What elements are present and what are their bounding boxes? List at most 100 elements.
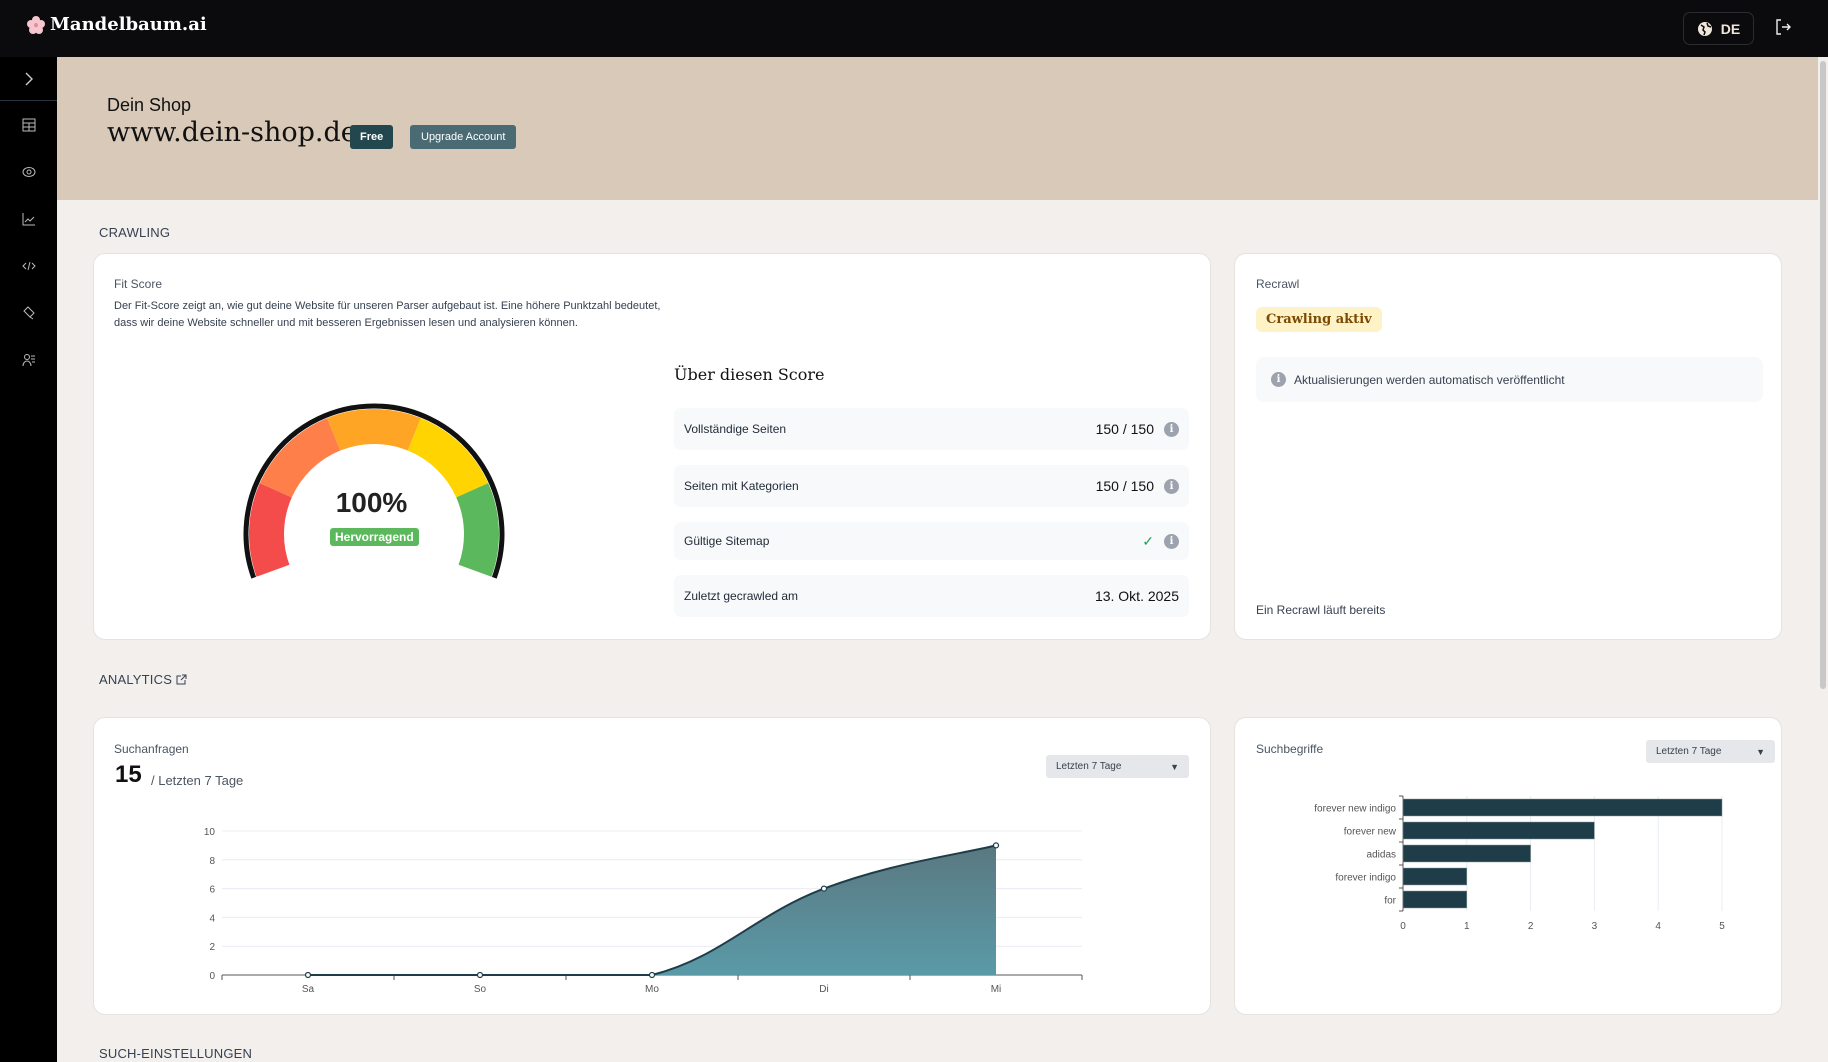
sidebar-item-preview[interactable]: [0, 148, 57, 195]
blossom-icon: [27, 15, 45, 34]
eye-icon: [22, 166, 35, 177]
x-tick-label: Mi: [991, 984, 1002, 995]
sidebar: [0, 57, 57, 1062]
queries-period-dropdown[interactable]: Letzten 7 Tage ▼: [1046, 755, 1189, 778]
external-link-icon: [176, 674, 187, 685]
shop-url: www.dein-shop.de: [107, 117, 357, 148]
code-icon: [21, 261, 36, 270]
recrawl-label: Recrawl: [1256, 277, 1300, 291]
auto-publish-notice: i Aktualisierungen werden automatisch ver…: [1256, 357, 1763, 402]
gauge-progress-arc: [243, 403, 505, 579]
y-tick-label: 4: [209, 913, 215, 924]
row-label: Gültige Sitemap: [684, 534, 770, 548]
fit-score-value: 100%: [335, 487, 408, 518]
row-value: 150 / 150: [1095, 421, 1154, 437]
data-point: [992, 842, 1000, 849]
caret-down-icon: ▼: [1170, 761, 1179, 772]
score-row: Seiten mit Kategorien 150 / 150 i: [674, 465, 1189, 507]
gauge-segment: [327, 409, 421, 451]
section-search-settings: SUCH-EINSTELLUNGEN: [99, 1046, 252, 1061]
shop-label: Dein Shop: [107, 95, 192, 115]
area-fill: [308, 845, 996, 975]
y-tick-label: 8: [209, 856, 215, 867]
brush-icon: [22, 305, 35, 319]
y-tick-label: 0: [209, 971, 215, 982]
x-tick-label: 5: [1719, 921, 1725, 932]
dropdown-value: Letzten 7 Tage: [1056, 761, 1122, 772]
gauge-segment: [407, 418, 489, 498]
info-icon[interactable]: i: [1164, 421, 1179, 437]
queries-label: Suchanfragen: [114, 742, 189, 756]
language-switcher[interactable]: DE: [1683, 12, 1754, 45]
x-tick-label: 2: [1528, 921, 1534, 932]
y-tick-label: 6: [209, 885, 215, 896]
logout-icon: [1776, 19, 1791, 35]
x-tick-label: Sa: [302, 984, 315, 995]
info-icon[interactable]: i: [1164, 478, 1179, 494]
app-name: Mandelbaum.ai: [50, 14, 207, 35]
terms-period-dropdown[interactable]: Letzten 7 Tage ▼: [1646, 740, 1775, 763]
caret-down-icon: ▼: [1756, 746, 1765, 757]
info-icon[interactable]: i: [1164, 533, 1179, 549]
plan-badge: Free: [350, 125, 394, 149]
shop-header: Dein Shop www.dein-shop.de Free Upgrade …: [57, 57, 1818, 200]
fit-score-label: Fit Score: [114, 277, 163, 291]
section-title: CRAWLING: [99, 225, 171, 240]
x-tick-label: So: [474, 984, 487, 995]
search-queries-card: Suchanfragen 15 / Letzten 7 Tage Letzten…: [93, 717, 1211, 1015]
recrawl-status-text: Ein Recrawl läuft bereits: [1256, 603, 1386, 617]
y-tick-label: forever new: [1344, 827, 1397, 838]
scrollbar-thumb[interactable]: [1820, 61, 1826, 689]
x-tick-label: Di: [819, 984, 828, 995]
y-tick-label: 10: [204, 827, 216, 838]
y-tick-label: forever indigo: [1335, 873, 1396, 884]
top-bar: Mandelbaum.ai DE: [0, 0, 1828, 57]
sidebar-item-design[interactable]: [0, 289, 57, 336]
sidebar-item-code[interactable]: [0, 242, 57, 289]
fit-score-rating: Hervorragend: [330, 528, 419, 546]
x-tick-label: 3: [1592, 921, 1598, 932]
queries-total: 15: [115, 761, 142, 788]
row-value: 150 / 150: [1095, 478, 1154, 494]
row-label: Vollständige Seiten: [684, 422, 787, 436]
sidebar-item-dashboard[interactable]: [0, 101, 57, 148]
logout-button[interactable]: [1774, 18, 1792, 41]
y-tick-label: adidas: [1367, 850, 1396, 861]
sidebar-toggle[interactable]: [0, 57, 57, 101]
upgrade-account-button[interactable]: Upgrade Account: [410, 125, 517, 149]
score-row: Zuletzt gecrawled am 13. Okt. 2025: [674, 575, 1189, 617]
sidebar-item-users[interactable]: [0, 336, 57, 383]
bar: [1402, 844, 1531, 863]
scrollbar[interactable]: [1818, 57, 1828, 1062]
score-row: Vollständige Seiten 150 / 150 i: [674, 408, 1189, 450]
gauge-segment: [456, 483, 500, 577]
data-point: [476, 971, 484, 979]
sidebar-item-analytics[interactable]: [0, 195, 57, 242]
row-label: Zuletzt gecrawled am: [684, 589, 799, 603]
logo[interactable]: Mandelbaum.ai: [26, 14, 207, 35]
gauge-segment: [249, 483, 292, 577]
dropdown-value: Letzten 7 Tage: [1656, 746, 1722, 757]
search-terms-card: Suchbegriffe Letzten 7 Tage ▼: [1234, 717, 1782, 1015]
x-tick-label: 1: [1464, 921, 1470, 932]
score-row: Gültige Sitemap ✓ i: [674, 522, 1189, 560]
data-point: [304, 971, 312, 979]
table-icon: [22, 118, 35, 131]
y-tick-label: for: [1384, 896, 1396, 907]
queries-period: / Letzten 7 Tage: [151, 773, 244, 788]
section-title: SUCH-EINSTELLUNGEN: [99, 1046, 253, 1061]
x-tick-label: 4: [1655, 921, 1661, 932]
bar: [1402, 867, 1468, 886]
bar: [1402, 821, 1595, 840]
section-analytics[interactable]: ANALYTICS: [99, 672, 187, 687]
chevron-right-icon: [25, 72, 33, 85]
y-tick-label: 2: [209, 942, 215, 953]
fit-score-gauge: [243, 403, 505, 579]
data-point: [820, 885, 828, 892]
row-value: 13. Okt. 2025: [1094, 588, 1179, 604]
info-icon: i: [1271, 372, 1286, 387]
gauge-segment: [259, 418, 341, 498]
fit-score-card: Fit Score Der Fit-Score zeigt an, wie gu…: [93, 253, 1211, 640]
